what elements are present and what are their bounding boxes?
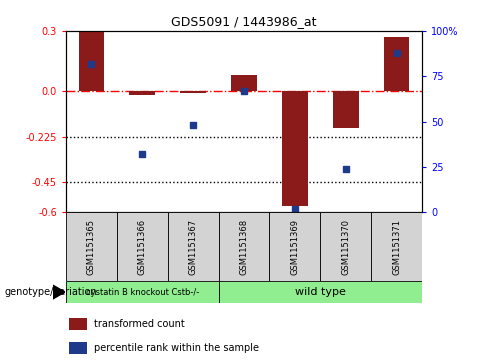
Bar <box>79 31 104 91</box>
Bar <box>219 212 269 281</box>
Text: wild type: wild type <box>295 287 346 297</box>
Bar <box>269 212 320 281</box>
Text: percentile rank within the sample: percentile rank within the sample <box>94 343 260 352</box>
Bar <box>181 91 206 93</box>
Text: cystatin B knockout Cstb-/-: cystatin B knockout Cstb-/- <box>85 288 199 297</box>
Bar <box>219 281 422 303</box>
Bar <box>129 91 155 95</box>
Bar <box>66 281 219 303</box>
Bar <box>371 212 422 281</box>
Bar <box>69 342 87 354</box>
Text: GSM1151368: GSM1151368 <box>240 219 248 275</box>
Text: GSM1151366: GSM1151366 <box>138 219 147 275</box>
Bar <box>320 212 371 281</box>
Bar <box>333 91 359 128</box>
Text: GSM1151370: GSM1151370 <box>341 219 350 275</box>
Bar <box>231 75 257 91</box>
Bar <box>282 91 307 206</box>
Text: GSM1151365: GSM1151365 <box>87 219 96 275</box>
Text: transformed count: transformed count <box>94 319 185 329</box>
Text: genotype/variation: genotype/variation <box>5 287 98 297</box>
Bar <box>66 212 117 281</box>
Bar <box>168 212 219 281</box>
Bar <box>117 212 168 281</box>
Polygon shape <box>53 285 65 299</box>
Text: GSM1151367: GSM1151367 <box>188 219 198 275</box>
Text: GSM1151371: GSM1151371 <box>392 219 401 275</box>
Title: GDS5091 / 1443986_at: GDS5091 / 1443986_at <box>171 15 317 28</box>
Bar <box>384 37 409 91</box>
Text: GSM1151369: GSM1151369 <box>290 219 300 275</box>
Bar <box>69 318 87 330</box>
